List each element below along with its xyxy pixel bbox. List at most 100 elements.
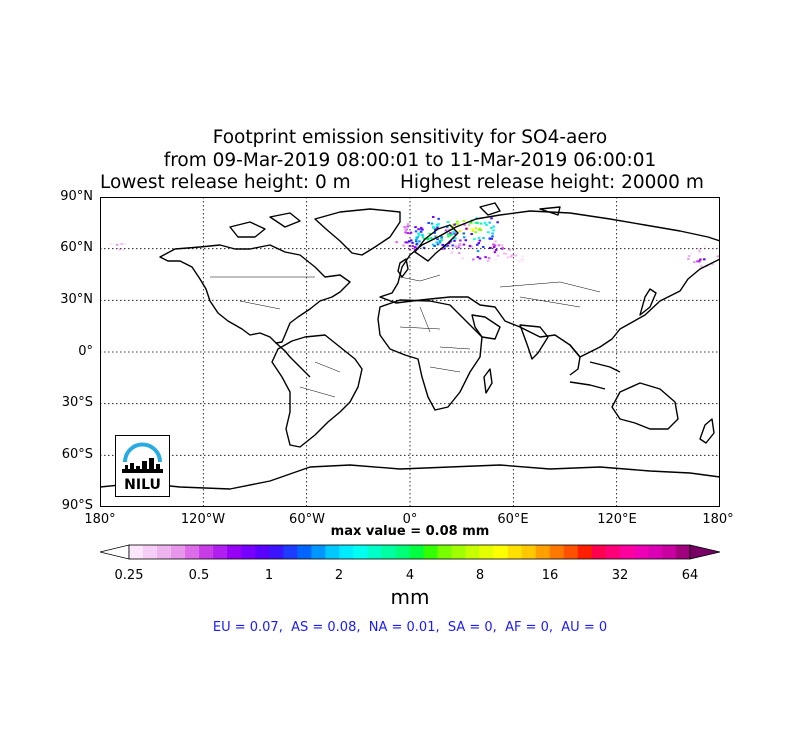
colorbar-cell [241,545,256,559]
sensitivity-cell [420,226,423,229]
coast-north-america [159,244,351,344]
sensitivity-cell [703,258,706,261]
coast-scandinavia [414,224,459,262]
colorbar-cell [185,545,200,559]
sensitivity-cell [503,252,506,255]
sensitivity-cell [492,243,495,246]
sensitivity-cell [479,229,483,232]
sensitivity-cell [454,237,457,240]
sensitivity-cell [449,232,452,235]
sensitivity-cell [479,222,483,225]
sensitivity-cell [402,244,405,247]
colorbar-cell [157,545,172,559]
sensitivity-cell [477,242,481,245]
sensitivity-cell [474,227,478,230]
coast-uk [397,258,409,278]
sensitivity-cell [504,252,508,255]
sensitivity-cell [453,232,456,235]
sensitivity-cell [406,232,410,235]
title-line-1: Footprint emission sensitivity for SO4-a… [212,127,608,148]
sensitivity-cell [431,243,435,246]
sensitivity-cell [474,231,478,234]
sensitivity-cell [687,255,691,258]
sensitivity-cell [464,239,468,242]
sensitivity-cell [123,242,127,245]
coast-africa [377,299,483,411]
sensitivity-cell [406,241,409,244]
sensitivity-cell [110,243,113,246]
sensitivity-cell [115,243,119,246]
colorbar-cell [227,545,242,559]
sensitivity-cell [419,228,422,231]
sensitivity-cell [453,223,456,226]
sensitivity-cell [485,223,488,226]
sensitivity-cell [458,243,462,246]
colorbar-tick-label: 0.5 [188,568,210,583]
colorbar-cell [409,545,424,559]
sensitivity-cell [693,260,696,263]
colorbar-cell [325,545,340,559]
sensitivity-cell [404,231,407,234]
sensitivity-cell [417,233,421,236]
sensitivity-cell [436,226,439,229]
sensitivity-cell [463,223,466,226]
lat-tick-label: 0° [78,344,93,359]
sensitivity-cell [414,226,417,229]
sensitivity-cell [506,256,510,259]
colorbar-tick-label: 8 [475,568,485,583]
sensitivity-cell [474,221,478,224]
sensitivity-cell [490,217,493,220]
sensitivity-cell [411,241,414,244]
sensitivity-cell [478,239,481,242]
sensitivity-cell [425,237,428,240]
coast-india [519,324,549,360]
sensitivity-cell [490,237,494,240]
sensitivity-cell [689,252,693,255]
sensitivity-cell [456,220,459,223]
sensitivity-cell [490,226,493,229]
sensitivity-cell [476,222,479,225]
colorbar-cell [437,545,452,559]
sensitivity-cell [473,238,476,241]
sensitivity-cell [452,237,456,240]
sensitivity-cell [482,245,485,248]
sensitivity-cell [453,239,456,242]
sensitivity-cell [687,257,690,260]
highest-release-height: Highest release height: 20000 m [400,172,704,193]
lat-tick-label: 90°N [60,189,93,204]
colorbar-cell [647,545,663,559]
sensitivity-cell [422,246,426,249]
sensitivity-cell [447,233,450,236]
coast-eurasia [379,210,720,358]
sensitivity-cell [403,226,406,229]
colorbar-cell [633,545,649,559]
sensitivity-cell [437,223,440,226]
sensitivity-cell [471,228,474,231]
colorbar-cell [297,545,312,559]
colorbar-cell [451,545,466,559]
sensitivity-cell [440,236,444,239]
sensitivity-cell [716,255,720,258]
sensitivity-cell [406,223,410,226]
sensitivity-cell [413,248,417,251]
lowest-release-height: Lowest release height: 0 m [100,172,351,193]
colorbar-cell [577,545,593,559]
sensitivity-cell [462,232,466,235]
colorbar-cell [591,545,607,559]
sensitivity-cell [457,252,461,255]
sensitivity-cell [429,236,433,239]
sensitivity-cell [407,240,411,243]
sensitivity-cell [488,246,492,249]
lon-tick-label: 0° [402,512,418,527]
sensitivity-cell [415,240,418,243]
lon-tick-label: 180° [84,512,116,527]
sensitivity-cell [477,237,481,240]
sensitivity-cell [404,241,407,244]
sensitivity-cell [432,225,435,228]
sensitivity-cell [494,258,498,261]
sensitivity-cell [469,221,473,224]
coast-australia [611,382,679,430]
sensitivity-cell [440,235,443,238]
sensitivity-cell [501,246,504,249]
sensitivity-cell [696,260,699,263]
